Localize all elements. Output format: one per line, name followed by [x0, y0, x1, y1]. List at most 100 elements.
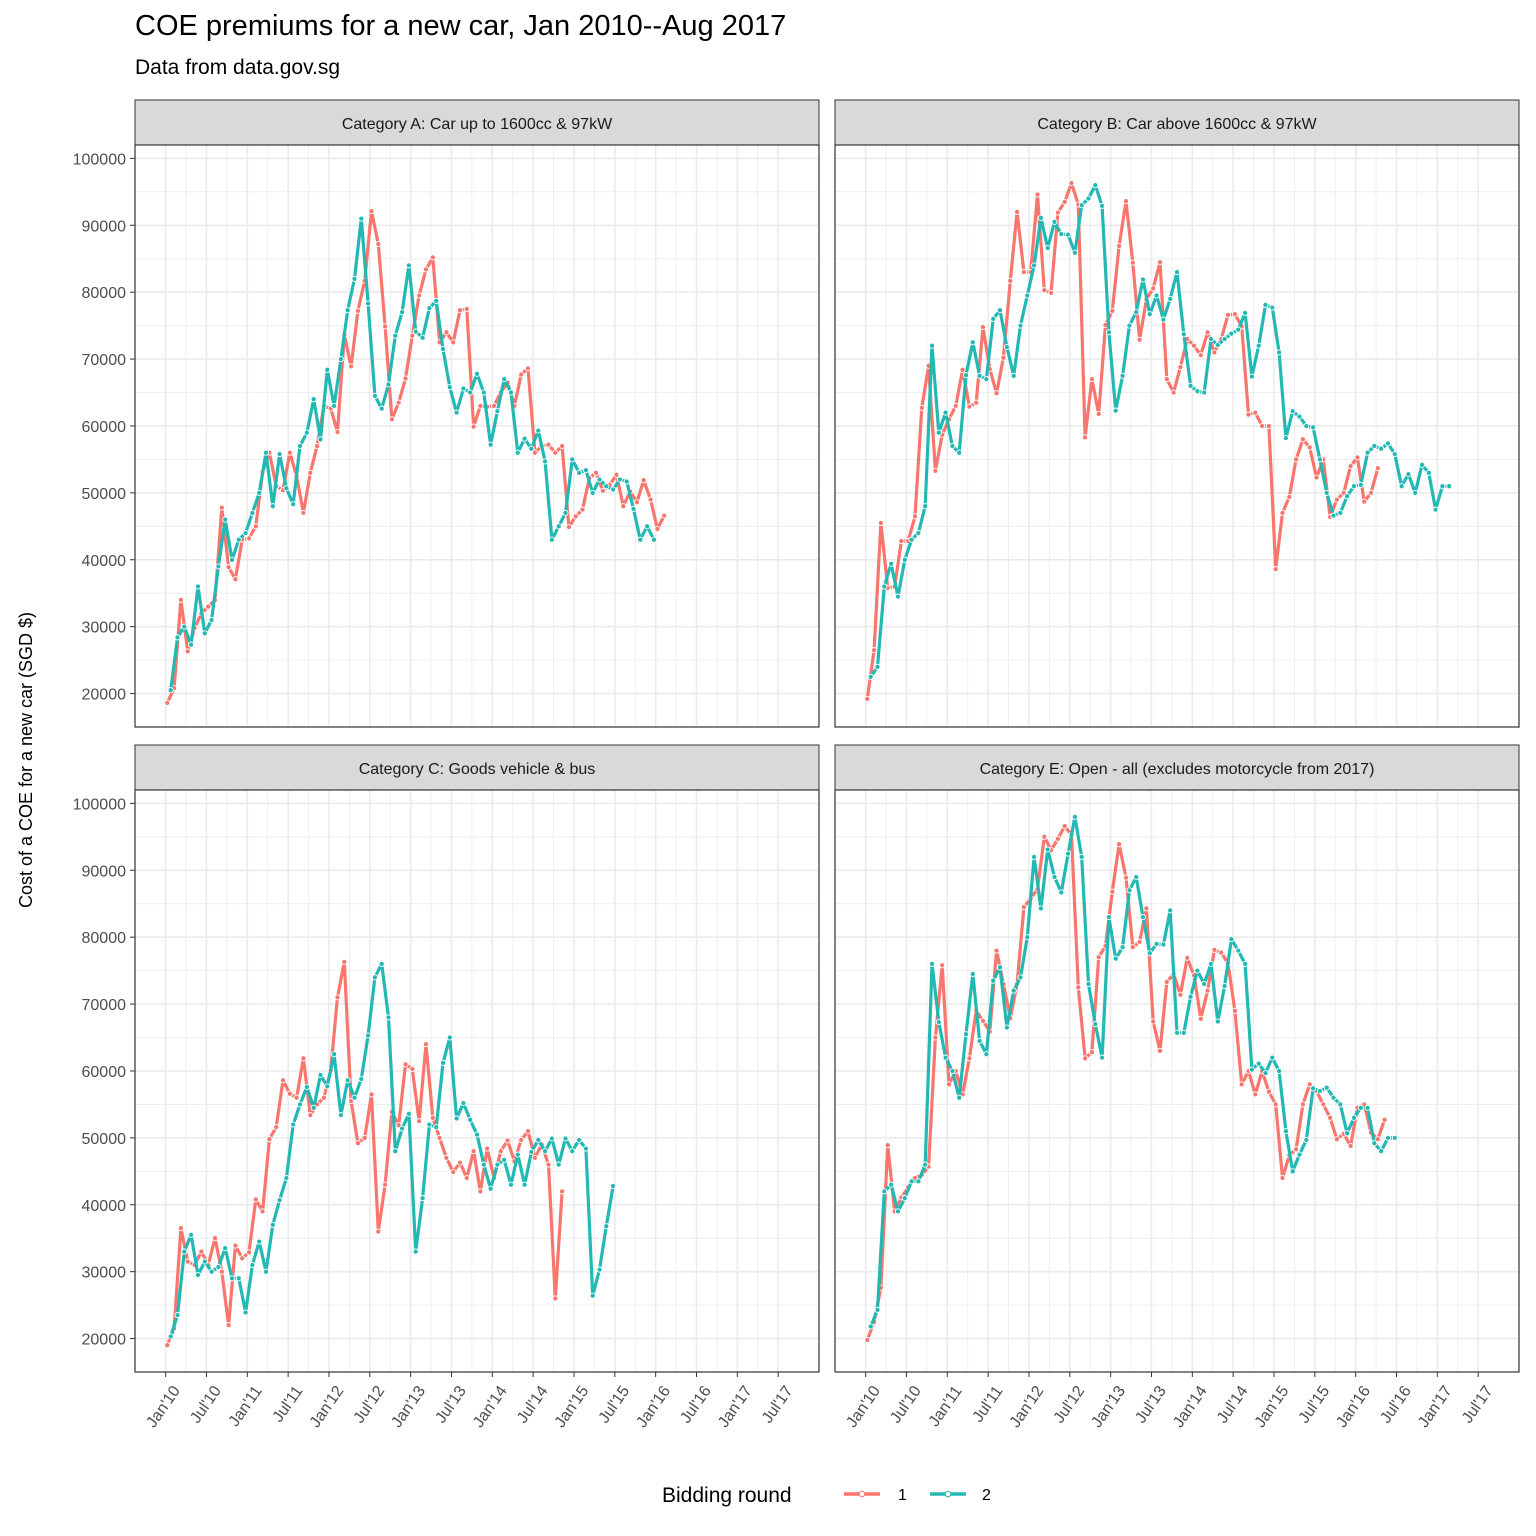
data-point-round-1: [1354, 454, 1361, 461]
data-point-round-2: [949, 442, 956, 450]
data-point-round-2: [426, 1121, 433, 1128]
data-point-round-1: [1293, 1146, 1300, 1153]
x-tick-label: Jul'11: [270, 1383, 307, 1426]
data-point-round-2: [881, 583, 888, 590]
data-point-round-2: [256, 489, 263, 496]
data-point-round-2: [188, 641, 195, 648]
data-point-round-1: [524, 1128, 532, 1135]
data-point-round-1: [884, 1142, 891, 1149]
data-point-round-2: [1248, 373, 1255, 380]
data-point-round-2: [1248, 1066, 1255, 1073]
data-point-round-1: [1136, 336, 1143, 343]
data-point-round-1: [1231, 311, 1238, 318]
data-point-round-2: [922, 503, 929, 510]
x-tick-label: Jan'16: [633, 1383, 674, 1431]
x-tick-label: Jul'14: [514, 1383, 552, 1427]
data-point-round-1: [918, 404, 925, 411]
x-tick-label: Jan'13: [388, 1383, 429, 1431]
data-point-round-1: [932, 1034, 939, 1041]
data-point-round-1: [177, 1225, 184, 1232]
data-point-round-1: [388, 416, 395, 423]
data-point-round-2: [881, 1188, 888, 1195]
data-point-round-1: [1082, 1055, 1089, 1062]
panel-1: Category A: Car up to 1600cc & 97kW 20000…: [73, 99, 820, 728]
data-point-round-2: [1214, 341, 1221, 349]
data-point-round-2: [365, 300, 372, 307]
data-point-round-2: [215, 563, 222, 570]
x-tick-label: Jul'14: [1214, 1383, 1252, 1427]
data-point-round-2: [596, 1266, 603, 1273]
x-tick-label: Jul'13: [1132, 1383, 1170, 1427]
data-point-round-2: [494, 1161, 501, 1168]
data-point-round-2: [956, 1094, 963, 1101]
data-point-round-2: [1242, 960, 1249, 967]
data-point-round-1: [979, 323, 987, 331]
data-point-round-2: [888, 560, 895, 567]
data-point-round-2: [1173, 269, 1181, 276]
data-point-round-2: [365, 1032, 372, 1039]
data-point-round-1: [1231, 1007, 1238, 1014]
data-point-round-2: [331, 402, 338, 409]
panel-border: [134, 144, 820, 728]
data-point-round-2: [276, 1197, 283, 1204]
data-point-round-1: [1265, 422, 1272, 430]
data-point-round-2: [1201, 389, 1208, 396]
data-point-round-1: [1095, 954, 1102, 961]
data-point-round-2: [542, 458, 549, 465]
data-point-round-2: [1310, 424, 1317, 431]
data-point-round-2: [562, 1135, 569, 1142]
data-point-round-2: [1119, 944, 1126, 951]
data-point-round-1: [1197, 352, 1204, 359]
data-point-round-2: [1337, 509, 1344, 516]
facet-strip-label: Category E: Open - all (excludes motorcy…: [980, 761, 1375, 778]
data-point-round-1: [877, 519, 884, 527]
data-point-round-2: [1405, 471, 1412, 478]
data-point-round-1: [864, 1336, 871, 1343]
y-tick-label: 70000: [82, 352, 127, 369]
data-point-round-2: [1289, 1168, 1296, 1175]
data-point-round-1: [252, 523, 259, 530]
data-point-round-2: [494, 408, 501, 415]
data-point-round-1: [1299, 1101, 1306, 1108]
data-point-round-2: [487, 441, 494, 448]
data-point-round-2: [405, 262, 412, 269]
x-tick-label: Jul'16: [1377, 1383, 1415, 1427]
data-point-round-2: [969, 339, 976, 346]
panel-background: [835, 790, 1519, 1372]
data-point-round-1: [952, 402, 959, 409]
series-line-round-2: [869, 815, 1395, 1328]
data-point-round-1: [198, 1248, 205, 1255]
data-point-round-2: [269, 503, 276, 510]
data-point-round-2: [460, 1100, 467, 1107]
data-point-round-1: [911, 513, 919, 520]
data-point-round-2: [949, 1067, 956, 1075]
legend: Bidding round 1 2: [662, 1484, 991, 1507]
data-point-round-2: [501, 1156, 508, 1163]
data-point-round-2: [942, 409, 949, 416]
data-point-round-2: [990, 977, 997, 984]
data-point-round-2: [528, 445, 535, 452]
data-point-round-1: [266, 1136, 273, 1143]
data-point-round-2: [283, 485, 290, 492]
data-point-round-2: [439, 1059, 447, 1066]
facet-strip: [834, 744, 1520, 791]
data-point-round-2: [399, 1125, 406, 1132]
data-point-round-2: [1201, 980, 1208, 988]
data-point-round-1: [1211, 349, 1218, 356]
data-point-round-2: [582, 1145, 589, 1152]
data-point-round-2: [962, 1031, 970, 1038]
data-point-round-1: [177, 596, 184, 603]
y-tick-label: 20000: [82, 687, 127, 704]
data-point-round-2: [1099, 1054, 1106, 1061]
data-point-round-2: [1180, 331, 1187, 338]
data-point-round-2: [324, 366, 331, 373]
data-point-round-2: [1296, 1151, 1303, 1158]
data-point-round-1: [518, 371, 525, 378]
data-point-round-2: [1323, 489, 1330, 496]
data-point-round-1: [939, 962, 946, 969]
data-point-round-2: [528, 1148, 535, 1155]
data-point-round-2: [501, 376, 508, 383]
data-point-round-2: [1242, 309, 1249, 316]
data-point-round-1: [1150, 1018, 1157, 1025]
